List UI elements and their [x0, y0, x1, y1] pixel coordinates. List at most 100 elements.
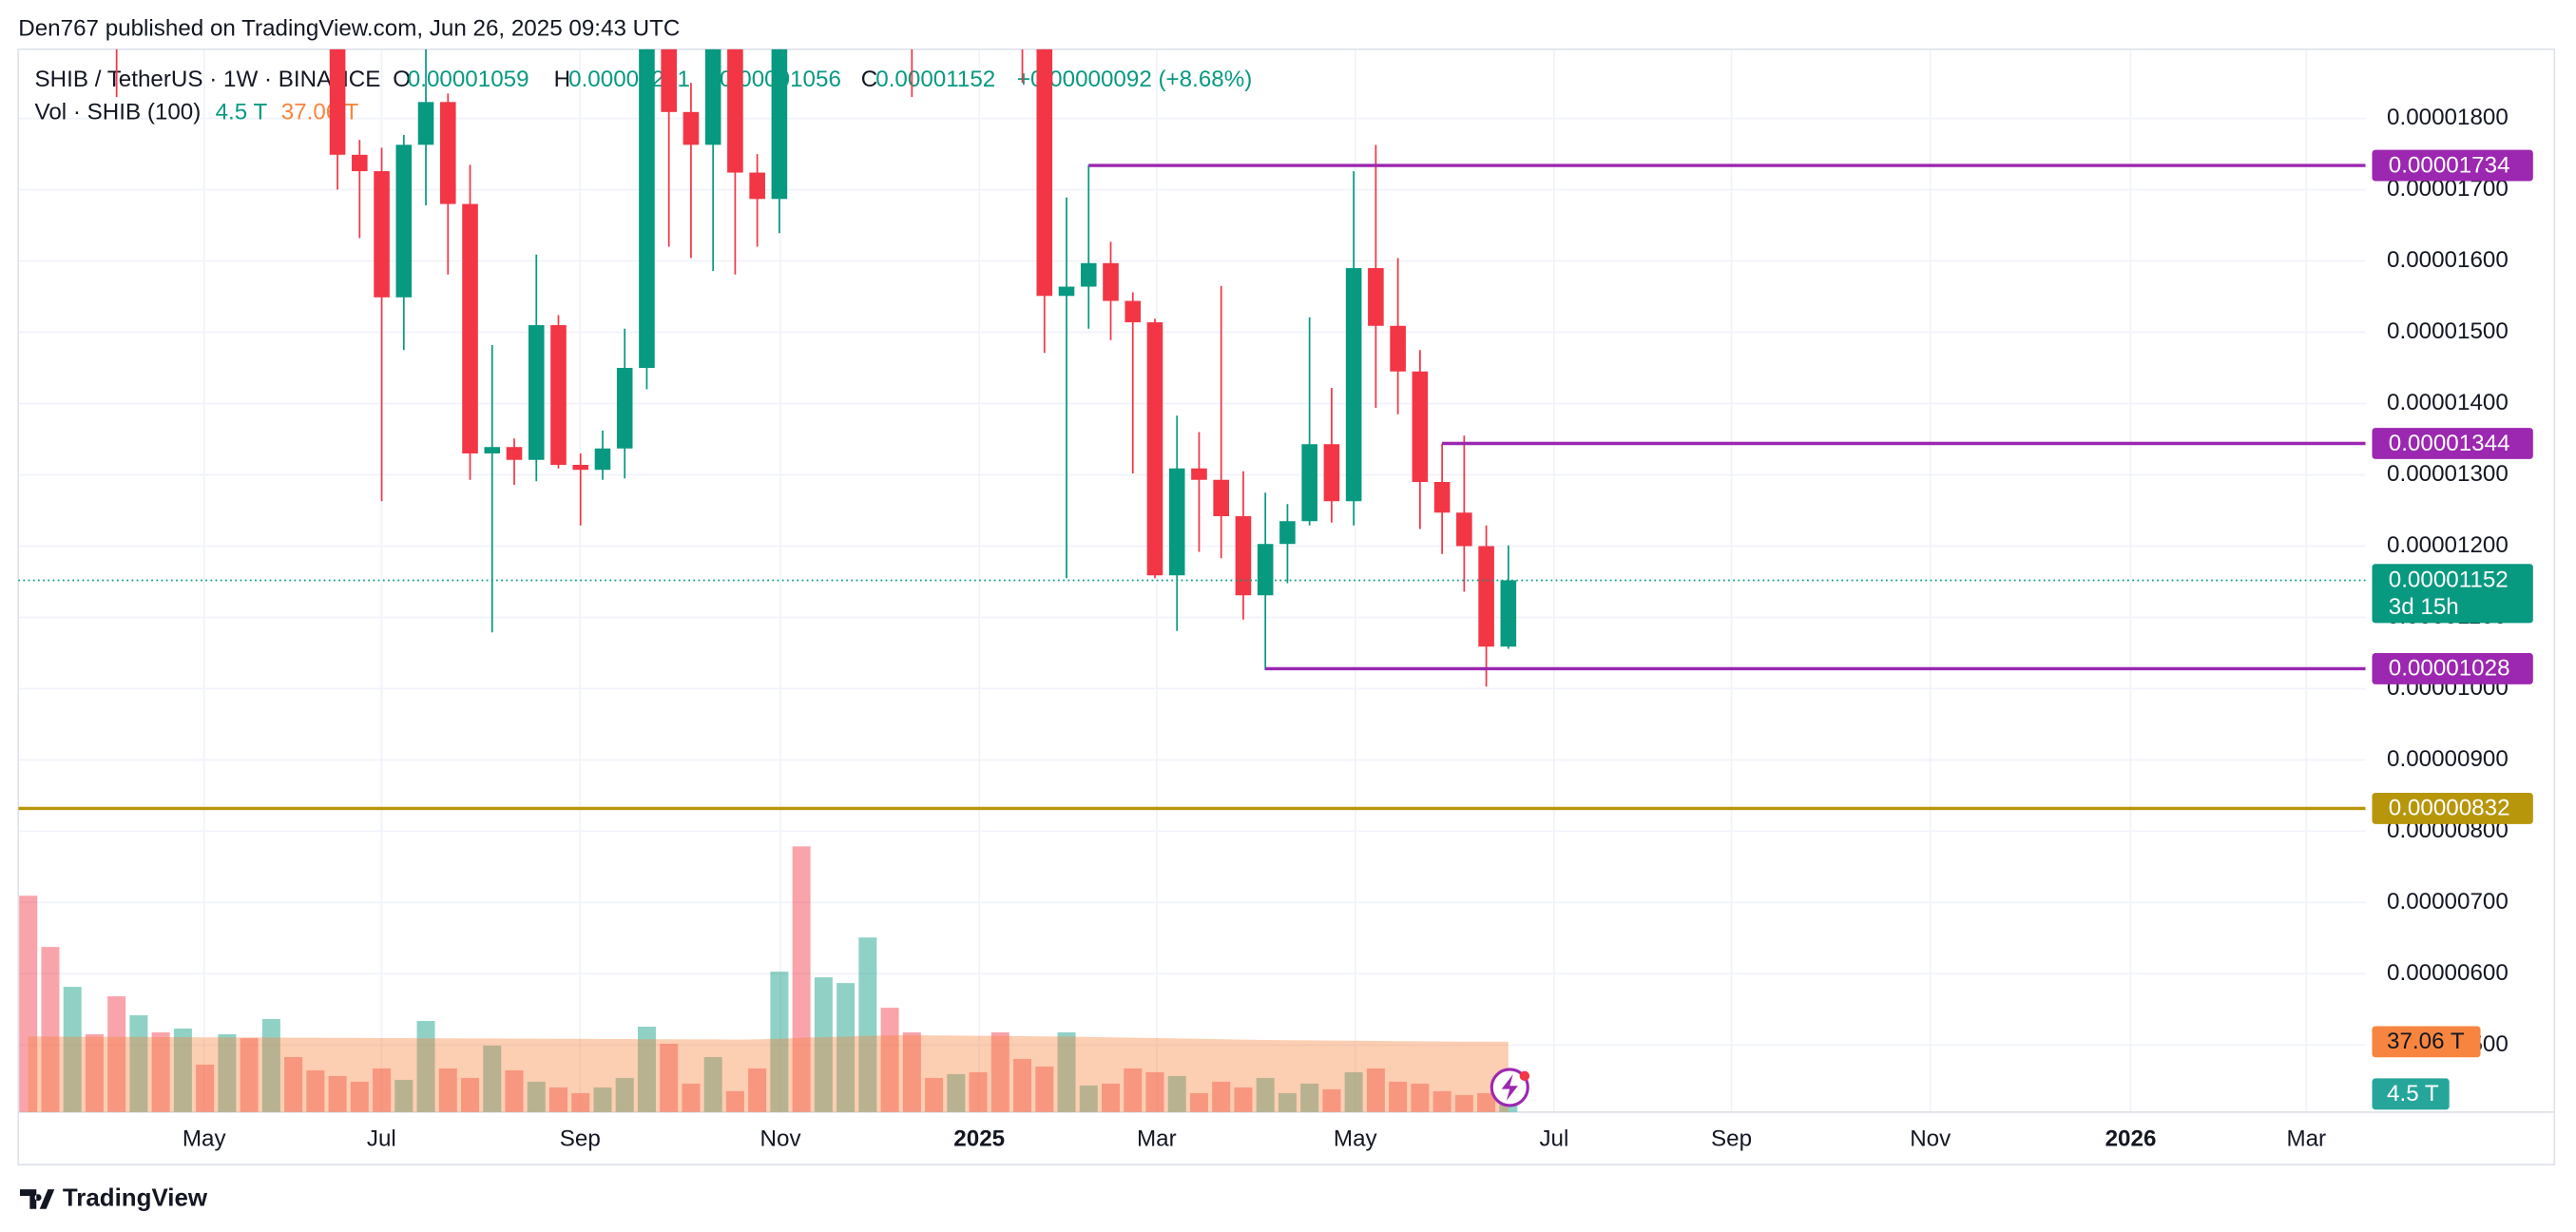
volume-label-box: [2372, 1078, 2450, 1110]
volume-bar: [1499, 1103, 1518, 1112]
y-tick-label: 0.00000900: [2387, 746, 2509, 772]
candle-body: [1058, 286, 1075, 297]
attribution: Den767 published on TradingView.com, Jun…: [18, 15, 680, 41]
level-label: 0.00001734: [2389, 152, 2510, 178]
volume-bar: [1432, 1090, 1451, 1112]
candle-body: [1500, 580, 1517, 647]
logo: TradingView: [19, 1184, 208, 1211]
price-label: 0.00001152: [2389, 568, 2509, 593]
volume-bar: [41, 947, 60, 1112]
candle-body: [661, 48, 677, 112]
replay-icon: [1490, 1068, 1530, 1107]
volume-bar: [350, 1081, 369, 1112]
volume-ma-legend-value: 37.06 T: [281, 100, 359, 125]
candle-body: [1345, 268, 1362, 502]
countdown: 3d 15h: [2389, 594, 2459, 620]
candle-body: [704, 48, 721, 145]
candle-body: [1456, 512, 1472, 547]
candle-body: [1168, 468, 1185, 576]
volume-bar: [240, 1037, 259, 1112]
volume-bar: [703, 1056, 722, 1112]
candle-body: [1390, 325, 1406, 372]
candle-body: [352, 154, 368, 172]
volume-bar: [814, 977, 833, 1112]
volume-bar: [1411, 1083, 1430, 1112]
volume-bar: [1035, 1066, 1054, 1112]
volume-bar: [858, 937, 877, 1112]
volume-bar: [990, 1032, 1009, 1112]
candle-body: [1368, 268, 1384, 326]
candle-body: [616, 368, 633, 449]
ohlc-letter: C: [861, 67, 877, 92]
candle-body: [1478, 546, 1494, 647]
x-tick-label: 2026: [2105, 1126, 2157, 1152]
x-tick-label: Mar: [1137, 1126, 1177, 1152]
volume-bar: [748, 1068, 767, 1112]
level-label: 0.00001344: [2389, 431, 2510, 456]
volume-bar: [85, 1034, 104, 1112]
volume-bar: [373, 1068, 392, 1112]
candle-body: [329, 48, 346, 155]
y-tick-label: 0.00001400: [2387, 390, 2509, 415]
candle-body: [1279, 521, 1296, 545]
volume-bar: [218, 1034, 237, 1112]
volume-legend-value: 4.5 T: [216, 100, 268, 125]
candle-body: [528, 325, 545, 460]
candle-body: [771, 48, 788, 200]
ohlc-letter: H: [554, 67, 570, 92]
x-tick-label: Sep: [560, 1126, 601, 1152]
volume-bar: [725, 1090, 744, 1112]
volume-bar: [1477, 1092, 1496, 1112]
volume-bar: [770, 972, 789, 1112]
volume-bar: [527, 1081, 546, 1112]
volume-bar: [1300, 1083, 1319, 1112]
frame: [17, 48, 2556, 1166]
volume-bar: [615, 1077, 634, 1112]
volume-bar: [1344, 1071, 1363, 1112]
candle-body: [1301, 444, 1317, 522]
volume-bar: [1322, 1088, 1341, 1112]
candle-body: [1125, 300, 1142, 323]
candle-body: [395, 144, 413, 298]
candle-body: [506, 447, 523, 460]
ohlc-value: 0.00001152: [875, 67, 995, 92]
candle-body: [1257, 544, 1274, 596]
volume-bar: [483, 1045, 502, 1112]
level-label: 0.00000832: [2389, 796, 2510, 821]
volume-bar: [196, 1064, 215, 1112]
candle-body: [1412, 371, 1429, 482]
volume-bar: [969, 1071, 988, 1112]
candle-body: [682, 111, 700, 145]
volume-legend: Vol · SHIB (100): [35, 100, 202, 125]
candle-body: [1323, 444, 1340, 502]
volume-bar: [461, 1077, 480, 1112]
volume-bar: [1057, 1032, 1076, 1112]
volume-bar: [1234, 1087, 1253, 1112]
volume-bar: [1101, 1083, 1121, 1112]
volume-label: 4.5 T: [2387, 1081, 2439, 1107]
volume-bar: [261, 1019, 280, 1112]
symbol-title: SHIB / TetherUS · 1W · BINANCE: [35, 67, 381, 92]
volume-bar: [306, 1069, 325, 1112]
y-tick-label: 0.00001500: [2387, 318, 2509, 344]
volume-bar: [548, 1087, 567, 1112]
volume-bar: [1212, 1081, 1231, 1112]
volume-bar: [107, 996, 126, 1112]
candle-body: [439, 102, 456, 204]
volume-bar: [394, 1079, 413, 1112]
volume-bar: [593, 1087, 612, 1112]
x-tick-label: Nov: [1910, 1126, 1951, 1152]
x-tick-label: Mar: [2286, 1126, 2326, 1152]
volume-bar: [925, 1077, 944, 1112]
volume-bar: [660, 1043, 679, 1112]
volume-bar: [682, 1083, 701, 1112]
candle-body: [1080, 262, 1097, 287]
x-tick-label: May: [1334, 1126, 1378, 1152]
level-label-box: [2372, 428, 2533, 459]
x-tick-label: Jul: [367, 1126, 396, 1152]
candle-body: [1036, 48, 1053, 297]
x-tick-label: Nov: [760, 1126, 802, 1152]
level-label: 0.00001028: [2389, 656, 2510, 682]
